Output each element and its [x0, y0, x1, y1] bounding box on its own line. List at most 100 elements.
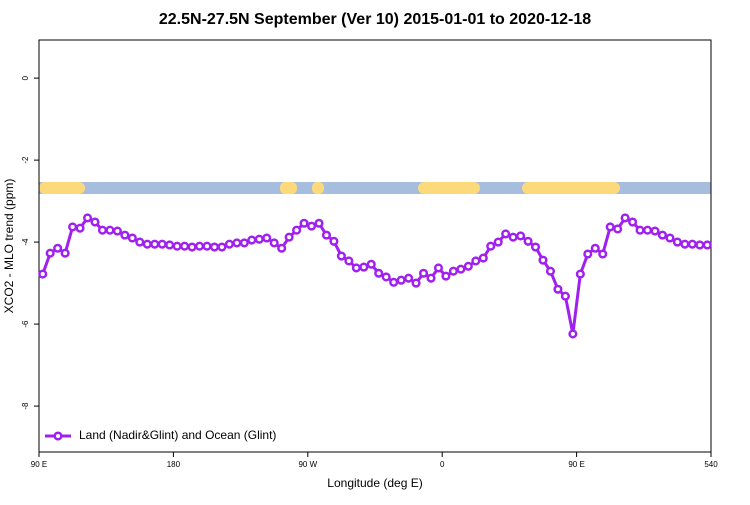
- data-point: [127, 233, 137, 243]
- data-point: [568, 329, 578, 339]
- data-point: [530, 242, 541, 252]
- data-point: [657, 230, 668, 240]
- data-point: [97, 225, 108, 235]
- data-point: [120, 230, 130, 240]
- data-point: [284, 232, 294, 242]
- data-point: [560, 291, 570, 301]
- data-point: [321, 230, 332, 240]
- data-point: [478, 253, 488, 263]
- data-point: [374, 268, 384, 278]
- data-point: [277, 243, 287, 253]
- x-tick-label: 180: [167, 460, 181, 469]
- data-point: [68, 222, 78, 232]
- data-point: [672, 237, 682, 247]
- data-point: [75, 223, 85, 233]
- data-point: [60, 248, 70, 258]
- data-point: [418, 268, 429, 278]
- legend-label: Land (Nadir&Glint) and Ocean (Glint): [79, 428, 276, 442]
- data-point: [389, 277, 399, 287]
- data-point: [269, 238, 279, 248]
- data-point: [381, 272, 391, 282]
- data-point: [45, 248, 55, 258]
- data-point: [493, 237, 503, 247]
- data-point: [553, 284, 563, 294]
- data-point: [448, 266, 458, 276]
- data-point: [299, 218, 309, 228]
- legend-marker: [53, 431, 63, 441]
- data-point: [172, 241, 182, 251]
- data-point: [165, 240, 175, 250]
- data-point: [38, 269, 48, 279]
- data-point: [194, 241, 205, 251]
- x-tick-label: 90 W: [298, 460, 317, 469]
- data-point: [150, 239, 160, 249]
- chart-title: 22.5N-27.5N September (Ver 10) 2015-01-0…: [159, 11, 591, 28]
- data-point: [351, 263, 361, 273]
- data-point: [680, 239, 690, 249]
- y-axis-label: XCO2 - MLO trend (ppm): [2, 179, 16, 314]
- data-point: [605, 222, 615, 232]
- data-point: [157, 239, 167, 249]
- y-tick-label: -6: [21, 320, 30, 328]
- data-point: [538, 255, 548, 265]
- x-tick-label: 90 E: [31, 460, 47, 469]
- data-point: [635, 225, 645, 235]
- data-point: [306, 221, 317, 231]
- data-point: [650, 226, 660, 236]
- data-point: [329, 236, 339, 246]
- y-tick-label: -4: [21, 238, 30, 246]
- x-axis-label: Longitude (deg E): [327, 476, 422, 490]
- data-point: [583, 249, 593, 259]
- data-point: [687, 239, 697, 249]
- data-point: [404, 273, 414, 283]
- x-tick-label: 0: [440, 460, 445, 469]
- data-point: [441, 271, 451, 281]
- data-point: [344, 256, 354, 266]
- data-point: [82, 213, 93, 223]
- data-point: [620, 213, 630, 223]
- data-point: [628, 217, 638, 227]
- data-point: [187, 242, 197, 252]
- data-point: [598, 249, 608, 259]
- data-point: [336, 251, 346, 261]
- data-point: [463, 261, 473, 271]
- data-point: [105, 225, 115, 235]
- data-point: [254, 234, 264, 244]
- data-point: [695, 240, 705, 250]
- data-point: [508, 232, 518, 242]
- data-point: [314, 218, 324, 228]
- data-point: [702, 240, 712, 250]
- data-point: [180, 241, 190, 251]
- data-point: [523, 236, 533, 246]
- y-tick-label: -2: [21, 156, 30, 164]
- data-point: [112, 226, 122, 236]
- data-point: [366, 259, 376, 269]
- data-point: [359, 262, 369, 272]
- data-point: [142, 239, 152, 249]
- data-point: [262, 233, 272, 243]
- data-point: [224, 239, 234, 249]
- map-strip: [39, 182, 711, 194]
- data-point: [292, 225, 302, 235]
- data-point: [575, 269, 585, 279]
- data-point: [202, 241, 212, 251]
- data-point: [613, 224, 623, 234]
- data-point: [232, 238, 242, 248]
- data-point: [456, 264, 466, 274]
- data-point: [247, 235, 257, 245]
- data-point: [501, 229, 511, 239]
- data-point: [471, 256, 481, 266]
- data-point: [642, 225, 653, 235]
- data-point: [135, 237, 145, 247]
- data-point: [209, 242, 220, 252]
- data-point: [486, 241, 496, 251]
- data-point: [53, 243, 63, 253]
- data-point: [665, 233, 675, 243]
- data-point: [90, 217, 100, 227]
- y-tick-label: -8: [21, 402, 30, 410]
- x-tick-label: 90 E: [568, 460, 584, 469]
- data-point: [545, 266, 556, 276]
- data-point: [239, 238, 249, 248]
- data-point: [426, 273, 436, 283]
